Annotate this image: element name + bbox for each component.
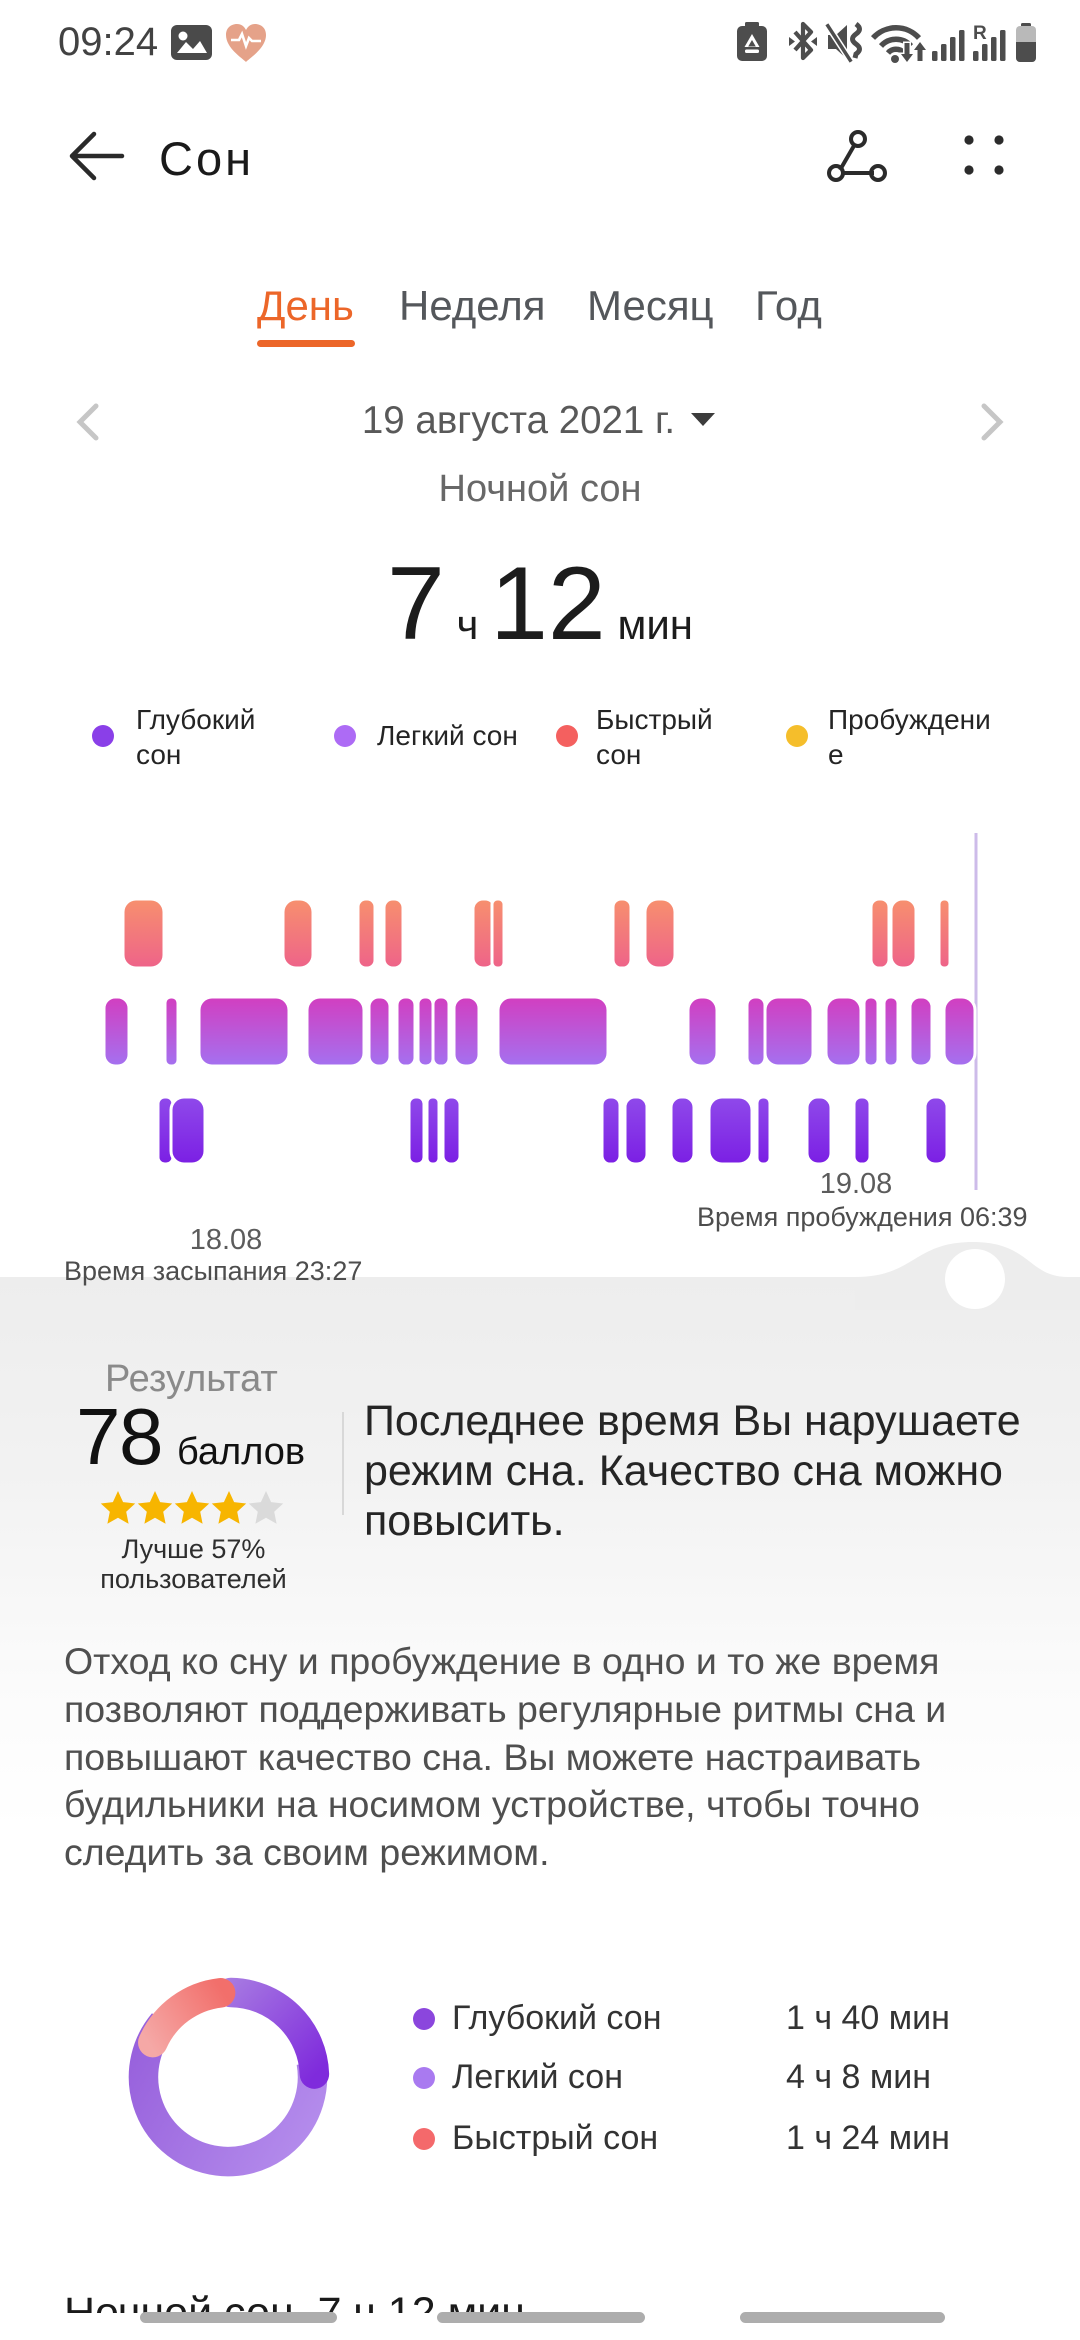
svg-text:R: R <box>973 23 987 44</box>
